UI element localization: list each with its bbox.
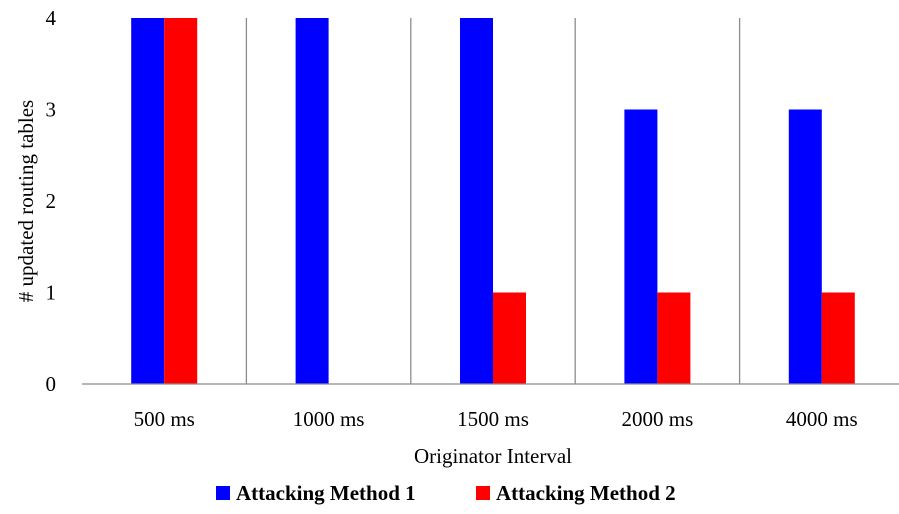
x-tick-label: 2000 ms (622, 407, 694, 431)
x-tick-label: 4000 ms (786, 407, 858, 431)
x-tick-labels: 500 ms 1000 ms 1500 ms 2000 ms 4000 ms (134, 407, 858, 431)
bar-2-4 (657, 292, 691, 384)
bar-1-4 (624, 109, 658, 384)
bar-1-5 (788, 109, 822, 384)
y-tick-labels: 0 1 2 3 4 (46, 6, 57, 396)
y-tick-label: 1 (46, 281, 57, 305)
x-tick-label: 1500 ms (457, 407, 529, 431)
bars (131, 18, 855, 384)
legend-swatch-1 (216, 486, 230, 500)
grid-lines (245, 18, 741, 384)
bar-2-3 (493, 292, 526, 384)
bar-2-1 (164, 18, 198, 384)
legend-swatch-2 (476, 486, 490, 500)
bar-1-3 (460, 18, 493, 384)
y-axis-title: # updated routing tables (14, 100, 38, 302)
y-tick-label: 4 (46, 6, 57, 30)
x-tick-label: 500 ms (134, 407, 195, 431)
legend: Attacking Method 1 Attacking Method 2 (216, 481, 676, 505)
y-tick-label: 3 (46, 98, 57, 122)
legend-label-1: Attacking Method 1 (236, 481, 416, 505)
y-tick-label: 2 (46, 189, 57, 213)
bar-2-5 (821, 292, 855, 384)
x-axis-title: Originator Interval (414, 444, 572, 468)
bar-1-2 (295, 18, 329, 384)
legend-label-2: Attacking Method 2 (496, 481, 676, 505)
bar-1-1 (131, 18, 165, 384)
x-tick-label: 1000 ms (293, 407, 365, 431)
y-tick-label: 0 (46, 372, 57, 396)
